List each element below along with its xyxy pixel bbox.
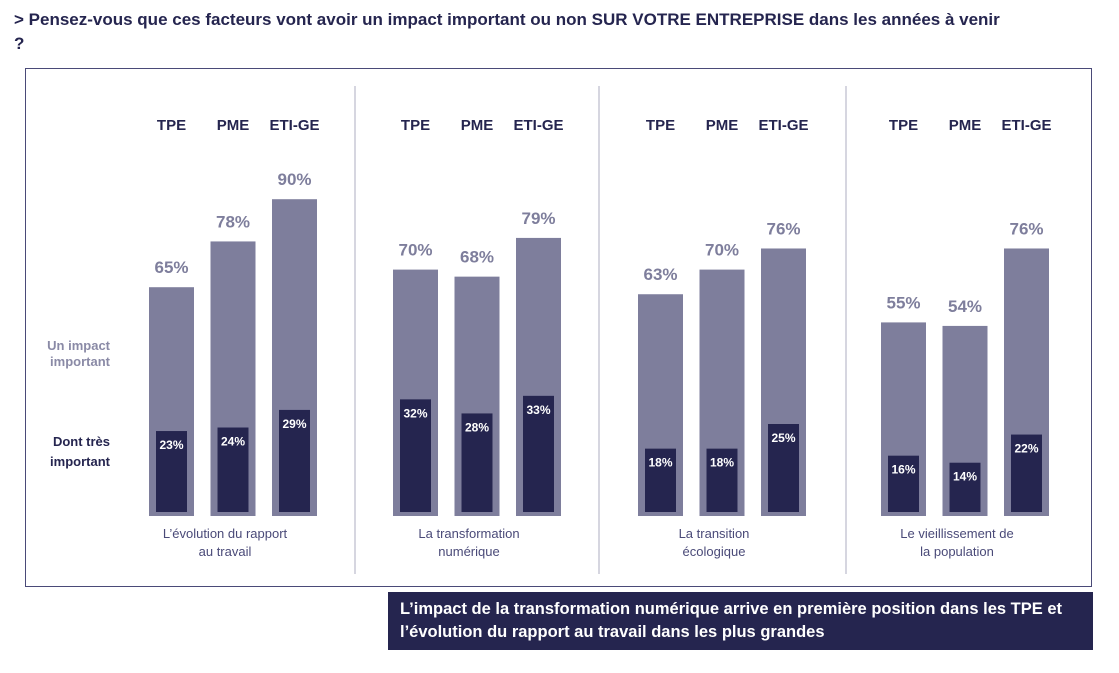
value-label-tres: 29%: [282, 417, 306, 431]
chart-frame: [25, 68, 1092, 587]
category-label: TPE: [646, 117, 675, 134]
value-label-tres: 32%: [403, 406, 427, 420]
group-label: La transition: [679, 526, 750, 541]
value-label-important: 76%: [1009, 219, 1043, 238]
category-label: PME: [706, 117, 739, 134]
legend-important: important: [50, 354, 111, 369]
value-label-tres: 25%: [771, 431, 795, 445]
question-title: > Pensez-vous que ces facteurs vont avoi…: [14, 10, 1000, 53]
group-label: au travail: [199, 544, 252, 559]
value-label-important: 54%: [948, 297, 982, 316]
group-label: la population: [920, 544, 994, 559]
value-label-important: 79%: [521, 209, 555, 228]
value-label-tres: 24%: [221, 435, 245, 449]
value-label-tres: 18%: [648, 456, 672, 470]
category-label: ETI-GE: [513, 117, 563, 134]
bar-tres-important: [400, 399, 431, 512]
legend-tres: Dont très: [53, 434, 110, 449]
value-label-tres: 22%: [1014, 442, 1038, 456]
bar-tres-important: [645, 448, 676, 512]
value-label-important: 90%: [277, 170, 311, 189]
group-label: La transformation: [418, 526, 519, 541]
category-label: ETI-GE: [1001, 117, 1051, 134]
bar-tres-important: [768, 424, 799, 512]
group-label: L’évolution du rapport: [163, 526, 288, 541]
value-label-important: 68%: [460, 248, 494, 267]
bar-tres-important: [279, 409, 310, 512]
category-label: ETI-GE: [758, 117, 808, 134]
category-label: PME: [217, 117, 250, 134]
conclusion-box: L’impact de la transformation numérique …: [388, 592, 1093, 650]
legend-tres: important: [50, 454, 111, 469]
value-label-important: 70%: [705, 241, 739, 260]
category-label: PME: [949, 117, 982, 134]
bar-tres-important: [156, 431, 187, 512]
value-label-important: 63%: [643, 265, 677, 284]
category-label: ETI-GE: [269, 117, 319, 134]
bar-tres-important: [1011, 434, 1042, 512]
value-label-tres: 14%: [953, 470, 977, 484]
category-label: TPE: [889, 117, 918, 134]
bar-tres-important: [888, 455, 919, 512]
value-label-tres: 28%: [465, 420, 489, 434]
category-label: TPE: [157, 117, 186, 134]
value-label-tres: 18%: [710, 456, 734, 470]
value-label-tres: 23%: [159, 438, 183, 452]
value-label-important: 70%: [398, 241, 432, 260]
value-label-important: 65%: [154, 258, 188, 277]
value-label-tres: 16%: [891, 463, 915, 477]
value-label-important: 78%: [216, 212, 250, 231]
category-label: PME: [461, 117, 494, 134]
bar-tres-important: [523, 395, 554, 512]
group-label: Le vieillissement de: [900, 526, 1013, 541]
category-label: TPE: [401, 117, 430, 134]
bar-tres-important: [949, 462, 981, 512]
bar-tres-important: [706, 448, 738, 512]
value-label-important: 76%: [766, 219, 800, 238]
group-label: écologique: [683, 544, 746, 559]
value-label-important: 55%: [886, 293, 920, 312]
group-label: numérique: [438, 544, 499, 559]
bar-tres-important: [217, 427, 249, 512]
bar-tres-important: [461, 413, 493, 512]
legend-important: Un impact: [47, 338, 111, 353]
value-label-tres: 33%: [526, 403, 550, 417]
